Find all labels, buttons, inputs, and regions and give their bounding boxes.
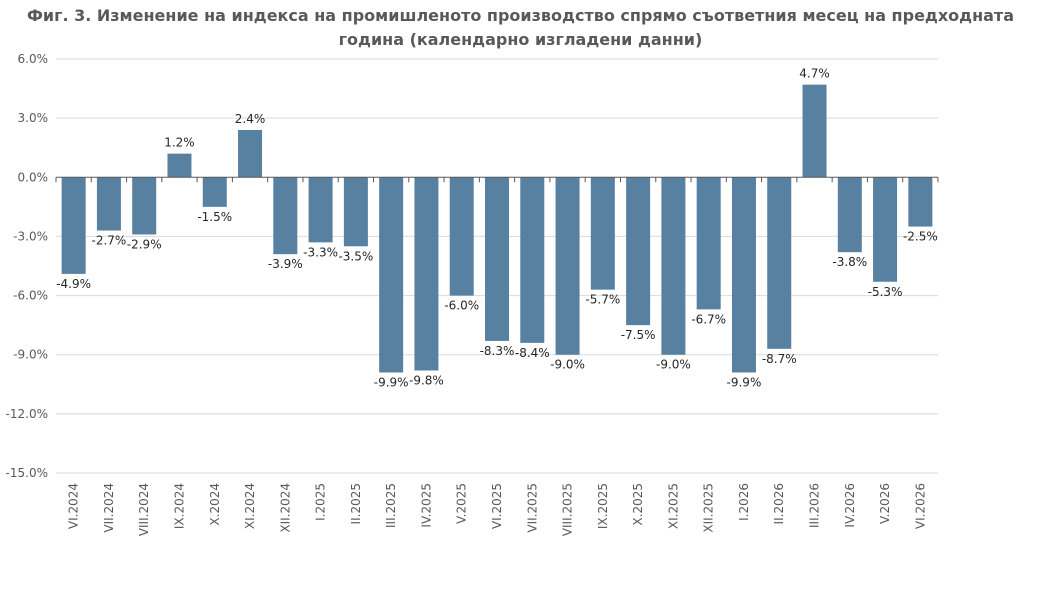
bar [802, 84, 827, 178]
bar [343, 177, 368, 247]
data-label: -4.9% [56, 277, 91, 291]
x-tick-label: VIII.2025 [561, 483, 575, 536]
bar [696, 177, 721, 310]
x-tick-label: IV.2025 [419, 483, 433, 528]
x-tick-label: XI.2024 [243, 483, 257, 529]
x-tick-label: II.2026 [772, 483, 786, 524]
x-tick-label: XII.2025 [702, 483, 716, 533]
data-label: -3.3% [303, 245, 338, 259]
chart-title-line-1: Фиг. 3. Изменение на индекса на промишле… [27, 6, 1014, 25]
x-tick-label: V.2025 [455, 483, 469, 524]
y-tick-label: -3.0% [13, 229, 48, 243]
data-label: -1.5% [197, 210, 232, 224]
bar [238, 129, 263, 178]
data-label: 2.4% [235, 112, 266, 126]
data-label: 4.7% [799, 67, 830, 81]
data-label: -9.0% [656, 358, 691, 372]
x-tick-label: VI.2026 [913, 483, 927, 529]
chart-title-line-2: година (календарно изгладени данни) [338, 30, 703, 49]
x-tick-label: VII.2025 [525, 483, 539, 533]
y-tick-label: -6.0% [13, 289, 48, 303]
bar [661, 177, 686, 355]
y-tick-label: 3.0% [18, 111, 49, 125]
data-label: -2.7% [92, 234, 127, 248]
bar [449, 177, 474, 296]
bar [167, 153, 192, 178]
x-tick-label: II.2025 [349, 483, 363, 524]
bar [908, 177, 933, 227]
x-tick-label: VI.2024 [67, 483, 81, 529]
bar [273, 177, 298, 255]
bar [485, 177, 509, 341]
y-tick-label: 0.0% [18, 170, 49, 184]
data-label: -8.4% [515, 346, 550, 360]
chart-title: Фиг. 3. Изменение на индекса на промишле… [0, 4, 1041, 52]
bar [61, 177, 86, 274]
data-label: -5.3% [868, 285, 903, 299]
bar [767, 177, 792, 349]
bars [61, 84, 933, 373]
x-tick-label: V.2026 [878, 483, 892, 524]
x-tick-label: IX.2025 [596, 483, 610, 529]
data-label: -8.3% [480, 344, 515, 358]
x-axis: VI.2024 VII.2024 VIII.2024 IX.2024 X.2024 XI.… [67, 483, 928, 536]
bar [873, 177, 898, 282]
bar [379, 177, 404, 373]
x-tick-label: VIII.2024 [137, 483, 151, 536]
y-tick-label: -15.0% [6, 466, 48, 480]
x-tick-label: IX.2024 [172, 483, 186, 529]
data-label: -6.0% [444, 299, 479, 313]
data-label: -7.5% [621, 328, 656, 342]
data-label: -2.5% [903, 230, 938, 244]
x-tick-label: III.2025 [384, 483, 398, 528]
bar [555, 177, 580, 355]
bar [414, 177, 439, 371]
y-tick-label: -12.0% [6, 407, 48, 421]
x-tick-label: X.2024 [208, 483, 222, 526]
data-label: -8.7% [762, 352, 797, 366]
bar [731, 177, 756, 373]
y-tick-label: 6.0% [18, 52, 49, 66]
bar [132, 177, 157, 235]
data-label: -9.9% [374, 375, 409, 389]
bar [520, 177, 545, 343]
x-tick-label: XII.2024 [278, 483, 292, 533]
x-tick-label: X.2025 [631, 483, 645, 526]
bar [590, 177, 615, 290]
x-tick-label: III.2026 [808, 483, 822, 528]
data-label: -3.8% [832, 255, 867, 269]
data-label: 1.2% [164, 136, 195, 150]
bar [96, 177, 121, 231]
data-label: -3.5% [338, 249, 373, 263]
y-axis: 6.0% 3.0% 0.0% -3.0% -6.0% -9.0% -12.0% -15.0% [6, 52, 48, 480]
x-tick-label: VI.2025 [490, 483, 504, 529]
x-tick-label: IV.2026 [843, 483, 857, 528]
x-tick-label: XI.2025 [666, 483, 680, 529]
x-tick-label: VII.2024 [102, 483, 116, 533]
bar [308, 177, 333, 243]
bar [202, 177, 227, 207]
data-label: -3.9% [268, 257, 303, 271]
data-label: -9.9% [727, 375, 762, 389]
data-label: -2.9% [127, 237, 162, 251]
data-label: -6.7% [691, 312, 726, 326]
data-labels: -4.9%-2.7% -2.9%1.2%-1.5%2.4%-3.9%-3.3% -3… [56, 67, 938, 390]
zero-axis-line [55, 176, 939, 183]
bar [837, 177, 862, 253]
x-tick-label: I.2025 [314, 483, 328, 521]
x-tick-label: I.2026 [737, 483, 751, 521]
y-tick-label: -9.0% [13, 348, 48, 362]
data-label: -9.8% [409, 373, 444, 387]
data-label: -9.0% [550, 358, 585, 372]
data-label: -5.7% [585, 293, 620, 307]
bar [626, 177, 651, 326]
